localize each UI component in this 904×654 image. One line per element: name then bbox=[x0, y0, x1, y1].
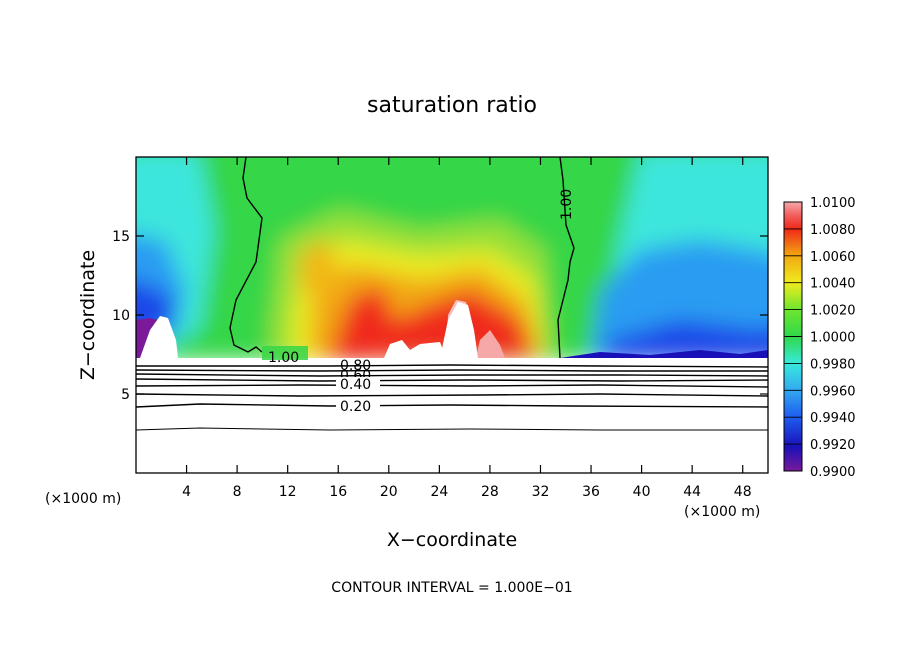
x-tick-label: 16 bbox=[329, 484, 347, 500]
y-axis-ticks: 5 10 15 bbox=[112, 229, 768, 403]
x-tick-label: 40 bbox=[633, 484, 651, 500]
contour-1-00-left bbox=[229, 156, 263, 353]
contour-interval-note: CONTOUR INTERVAL = 1.000E−01 bbox=[331, 580, 572, 596]
colorbar-tick-label: 0.9920 bbox=[810, 438, 856, 453]
x-tick-label: 28 bbox=[481, 484, 499, 500]
x-tick-label: 32 bbox=[532, 484, 550, 500]
contour-label-0-20: 0.20 bbox=[340, 399, 371, 415]
x-unit-label: (×1000 m) bbox=[684, 504, 760, 520]
colorbar: 1.0100 1.0080 1.0060 1.0040 1.0020 1.0000 0.99… bbox=[783, 196, 856, 480]
colorbar-tick-label: 1.0100 bbox=[810, 196, 856, 211]
colorbar-tick-label: 0.9900 bbox=[810, 465, 856, 480]
x-tick-label: 48 bbox=[734, 484, 752, 500]
y-tick-label: 10 bbox=[112, 308, 130, 324]
colorbar-tick-label: 1.0040 bbox=[810, 277, 856, 292]
y-axis-label: Z−coordinate bbox=[77, 250, 99, 380]
x-tick-label: 12 bbox=[279, 484, 297, 500]
colorbar-tick-label: 0.9960 bbox=[810, 384, 856, 399]
contour-0-80 bbox=[136, 364, 769, 368]
contour-0-20 bbox=[135, 403, 769, 408]
colorbar-tick-label: 1.0060 bbox=[810, 250, 856, 265]
contour-label-1-00-right: 1.00 bbox=[559, 189, 575, 220]
colorbar-tick-label: 0.9980 bbox=[810, 357, 856, 372]
contour-lines bbox=[135, 156, 769, 431]
contour-label-0-80: 0.80 bbox=[340, 358, 371, 374]
heatmap-field bbox=[136, 157, 768, 473]
contour-1-00-right bbox=[557, 156, 575, 359]
x-tick-label: 4 bbox=[182, 484, 191, 500]
colorbar-tick-label: 0.9940 bbox=[810, 411, 856, 426]
y-tick-label: 15 bbox=[112, 229, 130, 245]
x-tick-label: 36 bbox=[582, 484, 600, 500]
x-tick-label: 20 bbox=[380, 484, 398, 500]
contour-0-50 bbox=[135, 378, 769, 382]
contour-label-1-00-left: 1.00 bbox=[268, 350, 299, 366]
contour-0-10 bbox=[135, 427, 768, 431]
x-tick-label: 8 bbox=[233, 484, 242, 500]
contour-label-0-40: 0.40 bbox=[340, 377, 371, 393]
contour-0-30 bbox=[135, 393, 769, 397]
x-axis-label: X−coordinate bbox=[387, 529, 517, 551]
y-tick-label: 5 bbox=[121, 387, 130, 403]
colorbar-tick-label: 1.0080 bbox=[810, 223, 856, 238]
colorbar-tick-label: 1.0000 bbox=[810, 331, 856, 346]
z-unit-label: (×1000 m) bbox=[45, 491, 121, 507]
colorbar-tick-label: 1.0020 bbox=[810, 304, 856, 319]
colorbar-ticks: 1.0100 1.0080 1.0060 1.0040 1.0020 1.0000 0.99… bbox=[784, 196, 856, 480]
contour-0-40 bbox=[135, 384, 769, 388]
x-tick-label: 24 bbox=[430, 484, 448, 500]
contour-0-70 bbox=[135, 369, 768, 372]
contour-labels: 1.00 1.00 0.80 0.60 0.40 0.20 bbox=[262, 189, 575, 415]
contour-0-60 bbox=[135, 373, 769, 377]
x-tick-label: 44 bbox=[683, 484, 701, 500]
chart-title: saturation ratio bbox=[367, 93, 537, 118]
x-axis-ticks: 4 8 12 16 20 24 28 32 36 40 44 48 bbox=[182, 157, 752, 500]
